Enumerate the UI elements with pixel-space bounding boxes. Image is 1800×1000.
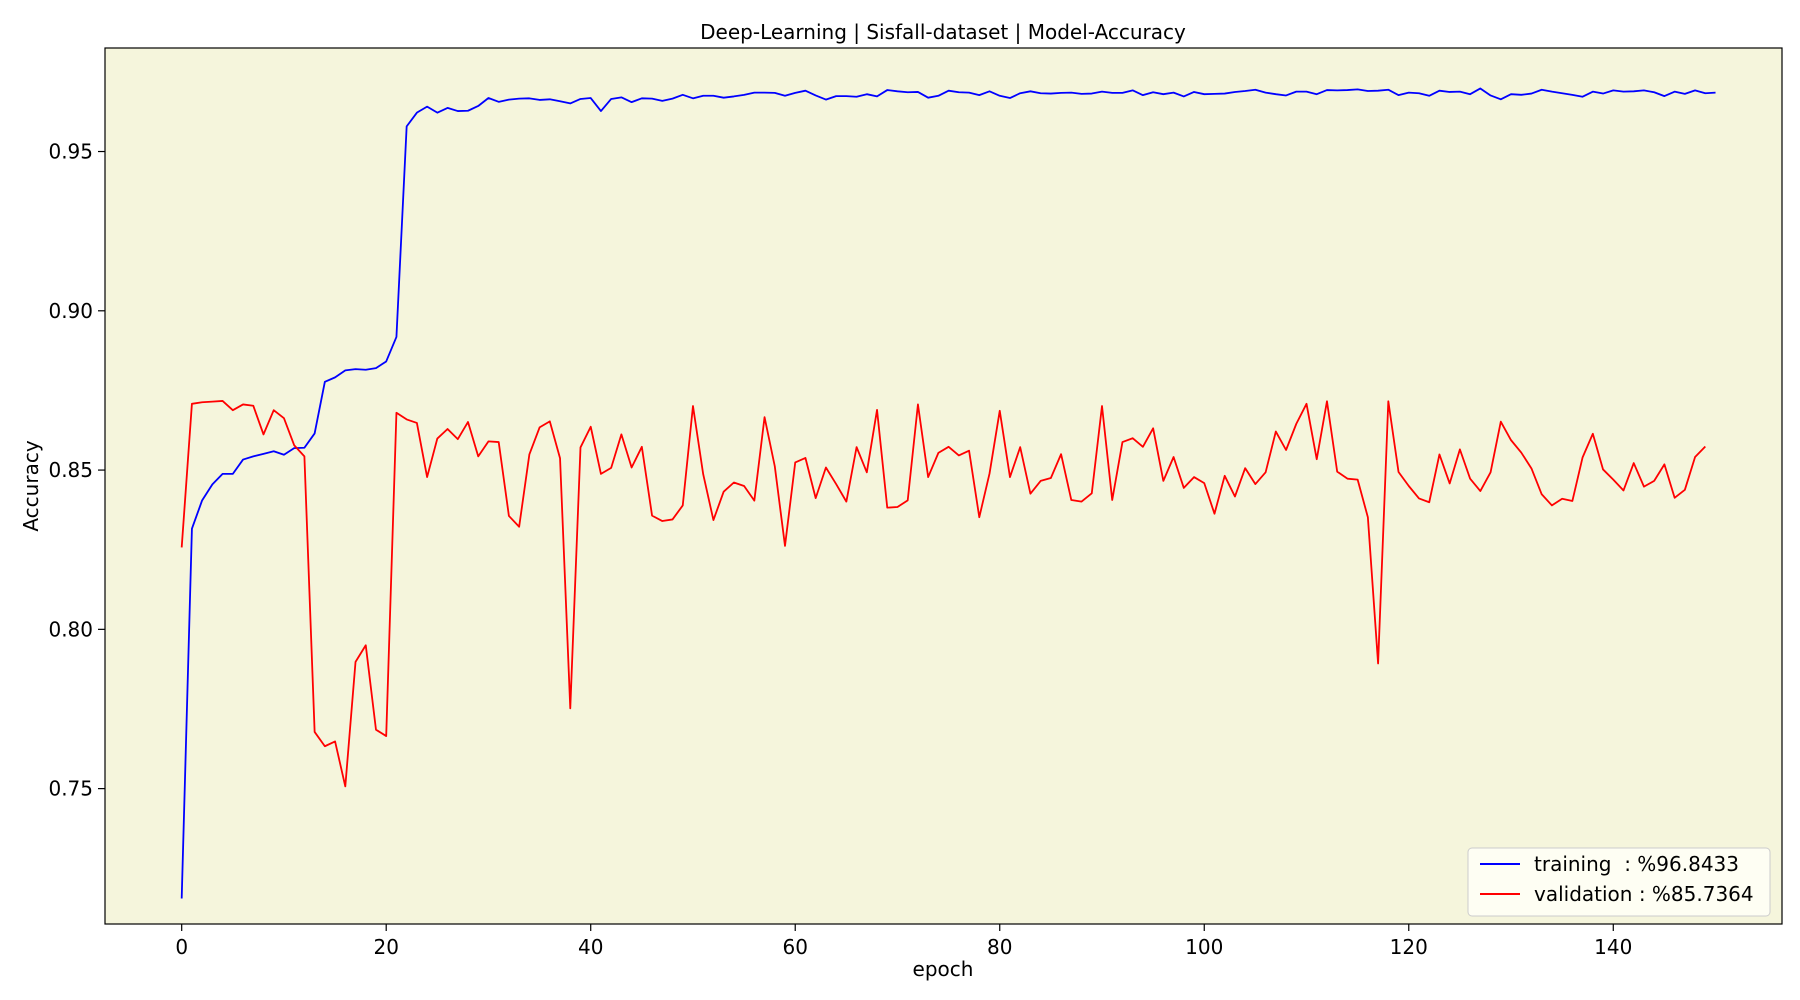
chart-title: Deep-Learning | Sisfall-dataset | Model-…	[700, 20, 1186, 44]
y-tick-label: 0.90	[48, 299, 93, 323]
x-tick-label: 140	[1594, 935, 1632, 959]
x-tick-label: 120	[1390, 935, 1428, 959]
x-tick-label: 80	[987, 935, 1012, 959]
validation-accuracy-line	[180, 400, 1706, 788]
y-tick-label: 0.85	[48, 458, 93, 482]
y-axis-label: Accuracy	[19, 440, 43, 531]
x-tick-label: 20	[373, 935, 398, 959]
legend-label-validation: validation : %85.7364	[1534, 882, 1754, 906]
x-tick-label: 40	[578, 935, 603, 959]
training-accuracy-line	[180, 87, 1716, 899]
y-tick-label: 0.80	[48, 617, 93, 641]
x-axis-label: epoch	[913, 957, 974, 981]
x-tick-label: 0	[175, 935, 188, 959]
series-layer	[180, 87, 1716, 899]
y-tick-label: 0.75	[48, 777, 93, 801]
plot-area	[105, 48, 1782, 924]
legend: training : %96.8433 validation : %85.736…	[1467, 847, 1771, 917]
x-tick-label: 60	[783, 935, 808, 959]
legend-box	[1467, 847, 1771, 917]
y-tick-label: 0.95	[48, 140, 93, 164]
legend-label-training: training : %96.8433	[1534, 852, 1739, 876]
x-tick-label: 100	[1185, 935, 1223, 959]
plot-frame	[104, 47, 1783, 925]
y-axis: 0.75 0.80 0.85 0.90 0.95	[48, 140, 105, 801]
x-axis: 0 20 40 60 80 100 120 140	[175, 924, 1632, 959]
